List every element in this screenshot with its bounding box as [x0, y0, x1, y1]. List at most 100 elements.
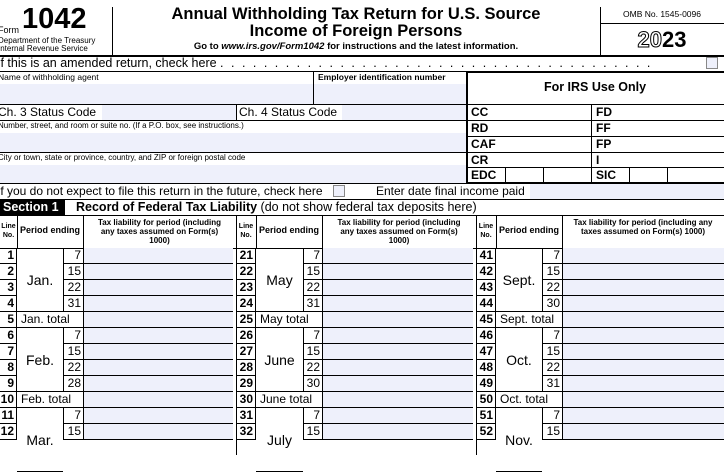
line-number: 26: [236, 328, 256, 344]
period-day: 7: [542, 328, 562, 344]
line-number: 2: [0, 264, 17, 280]
tax-liability-input[interactable]: [83, 344, 233, 360]
tax-liability-input[interactable]: [322, 408, 473, 424]
col-divider: [17, 215, 18, 248]
omb-number: OMB No. 1545-0096: [623, 9, 701, 19]
period-day: 7: [63, 408, 83, 424]
city-label: City or town, state or province, country…: [0, 153, 246, 162]
line-number: 22: [236, 264, 256, 280]
tax-year: 2023: [637, 27, 687, 53]
month-total-input[interactable]: [562, 312, 724, 328]
line-number: 6: [0, 328, 17, 344]
city-input[interactable]: [0, 165, 466, 183]
final-date-label: Enter date final income paid: [376, 184, 525, 198]
form-number: 1042: [22, 3, 87, 35]
tax-liability-input[interactable]: [322, 296, 473, 312]
period-day: 22: [542, 360, 562, 376]
tax-liability-input[interactable]: [562, 296, 724, 312]
line-number: 10: [0, 392, 17, 408]
period-day: 30: [542, 296, 562, 312]
name-input[interactable]: [0, 84, 313, 104]
tax-liability-input[interactable]: [562, 248, 724, 264]
tax-liability-input[interactable]: [83, 376, 233, 392]
final-date-input[interactable]: [530, 184, 724, 199]
month-total-label: Feb. total: [17, 392, 83, 408]
tax-liability-input[interactable]: [83, 360, 233, 376]
period-day: 7: [303, 408, 322, 424]
tax-liability-input[interactable]: [322, 360, 473, 376]
future-label: If you do not expect to file this return…: [0, 184, 323, 198]
form-title: Annual Withholding Tax Return for U.S. S…: [171, 5, 541, 40]
month-total-input[interactable]: [322, 312, 473, 328]
line-number: 25: [236, 312, 256, 328]
tax-liability-input[interactable]: [83, 280, 233, 296]
tax-liability-input[interactable]: [83, 328, 233, 344]
ch4-label: Ch. 4 Status Code: [239, 105, 338, 119]
group-divider: [476, 215, 477, 455]
month-total-input[interactable]: [83, 392, 233, 408]
tax-liability-input[interactable]: [322, 280, 473, 296]
tax-liability-input[interactable]: [83, 296, 233, 312]
line-number: 12: [0, 424, 17, 440]
tax-liability-input[interactable]: [562, 376, 724, 392]
tax-liability-input[interactable]: [322, 344, 473, 360]
line-number: 50: [476, 392, 496, 408]
address-input[interactable]: [0, 133, 466, 152]
line-number: 43: [476, 280, 496, 296]
line-number: 28: [236, 360, 256, 376]
month-total-label: Sept. total: [496, 312, 562, 328]
col-divider: [256, 215, 257, 248]
tax-liability-input[interactable]: [322, 424, 473, 440]
tax-liability-input[interactable]: [562, 328, 724, 344]
month-total-input[interactable]: [562, 392, 724, 408]
tax-liability-input[interactable]: [83, 248, 233, 264]
tax-liability-input[interactable]: [322, 248, 473, 264]
line-number: 42: [476, 264, 496, 280]
line-number: 45: [476, 312, 496, 328]
line-number: 21: [236, 248, 256, 264]
irs-link[interactable]: www.irs.gov/Form1042: [221, 41, 325, 52]
period-day: 31: [63, 296, 83, 312]
col-header-tax: Tax liability for period (including any …: [337, 218, 461, 245]
amended-checkbox[interactable]: [706, 57, 718, 69]
irs-code-sic: SIC: [596, 168, 617, 182]
ein-input[interactable]: [314, 84, 466, 104]
tax-liability-input[interactable]: [562, 344, 724, 360]
period-day: 7: [63, 248, 83, 264]
line-number: 8: [0, 360, 17, 376]
line-number: 46: [476, 328, 496, 344]
month-total-input[interactable]: [83, 312, 233, 328]
period-day: 15: [542, 424, 562, 440]
col-divider: [322, 215, 323, 248]
tax-liability-input[interactable]: [83, 264, 233, 280]
irs-code-cr: CR: [471, 153, 489, 167]
tax-liability-input[interactable]: [562, 424, 724, 440]
tax-liability-input[interactable]: [562, 264, 724, 280]
amended-label: If this is an amended return, check here…: [0, 56, 653, 70]
tax-liability-input[interactable]: [322, 328, 473, 344]
irs-code-fd: FD: [596, 105, 612, 119]
ch4-input[interactable]: [342, 105, 466, 120]
future-checkbox[interactable]: [333, 185, 345, 197]
month-total-label: May total: [256, 312, 322, 328]
tax-liability-input[interactable]: [322, 376, 473, 392]
period-day: 7: [63, 328, 83, 344]
tax-liability-input[interactable]: [83, 408, 233, 424]
line-number: 23: [236, 280, 256, 296]
goto-line: Go to www.irs.gov/Form1042 for instructi…: [193, 41, 519, 52]
col-header-line: Line No.: [1, 223, 16, 239]
tax-liability-input[interactable]: [562, 280, 724, 296]
tax-liability-input[interactable]: [83, 424, 233, 440]
month-label: Feb.: [17, 328, 63, 392]
tax-liability-input[interactable]: [322, 264, 473, 280]
period-day: 22: [303, 280, 322, 296]
month-label: Jan.: [17, 248, 63, 312]
irs-divider: [591, 104, 592, 183]
month-total-input[interactable]: [322, 392, 473, 408]
period-day: 15: [303, 344, 322, 360]
ch3-input[interactable]: [102, 105, 236, 120]
irs-subfield-divider: [543, 167, 544, 183]
period-day: 15: [63, 424, 83, 440]
tax-liability-input[interactable]: [562, 408, 724, 424]
tax-liability-input[interactable]: [562, 360, 724, 376]
